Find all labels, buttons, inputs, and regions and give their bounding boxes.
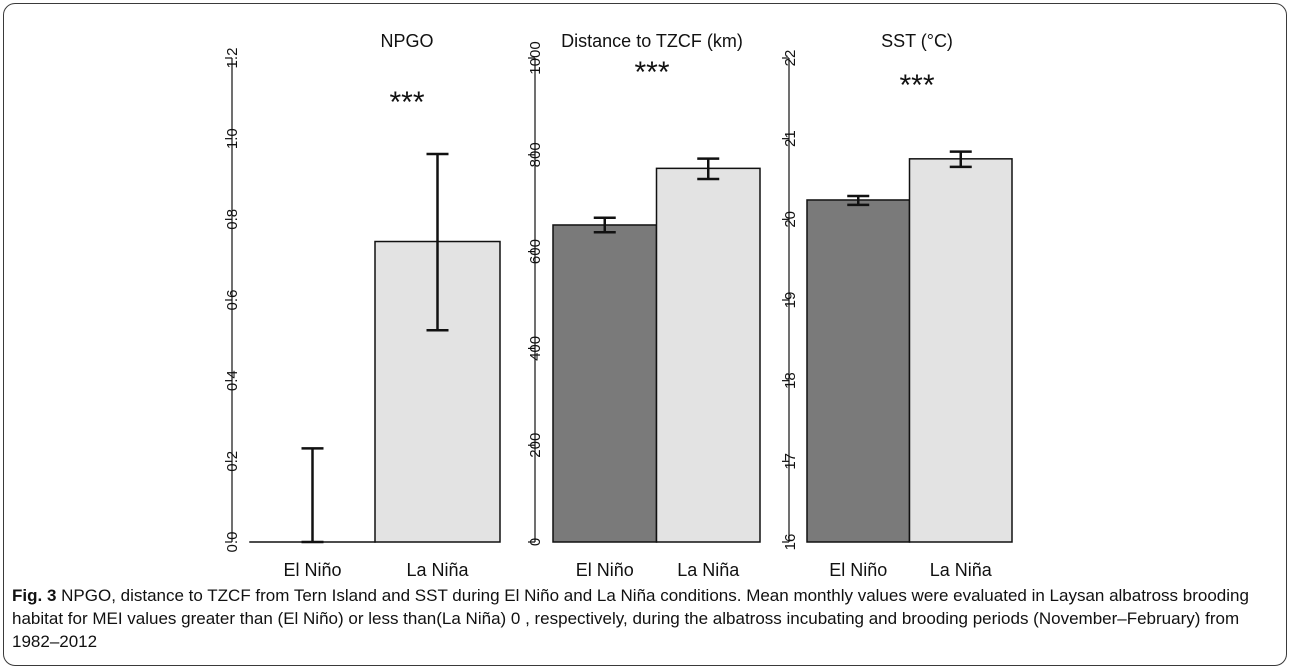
- panel2-y-tick-label-0: 0: [527, 538, 544, 546]
- panel2-significance-stars: ***: [634, 56, 669, 89]
- panel1-y-tick-label-4: 0.8: [224, 209, 241, 230]
- panel1-y-tick-label-6: 1.2: [224, 48, 241, 69]
- panel3-bar-1: [806, 199, 911, 543]
- panel3-y-tick-label-6: 22: [782, 50, 799, 67]
- figure-caption: Fig. 3 NPGO, distance to TZCF from Tern …: [12, 584, 1280, 653]
- panel1-y-tick-label-2: 0.4: [224, 370, 241, 391]
- panel1-title: NPGO: [380, 31, 433, 51]
- panel3-y-tick-label-1: 17: [782, 453, 799, 470]
- panel3-y-tick-label-3: 19: [782, 292, 799, 309]
- panel3-y-tick-label-2: 18: [782, 372, 799, 389]
- figure-panels: NPGO *** 0.0 0.2 0.4 0.6 0.8 1.0 1.2 El Niño La Ni…: [224, 31, 1013, 580]
- panel2-y-tick-label-3: 600: [527, 239, 544, 264]
- panel1-category-label-2: La Niña: [406, 560, 469, 580]
- panel2-y-tick-label-4: 800: [527, 142, 544, 167]
- panel2-y-tick-label-1: 200: [527, 433, 544, 458]
- panel1-y-tick-label-0: 0.0: [224, 532, 241, 553]
- panel3-category-label-1: El Niño: [829, 560, 887, 580]
- caption-text: NPGO, distance to TZCF from Tern Island …: [12, 586, 1249, 651]
- panel3-y-tick-label-4: 20: [782, 211, 799, 228]
- panel2-category-label-1: El Niño: [576, 560, 634, 580]
- panel2-y-tick-label-5: 1000: [527, 41, 544, 74]
- figure-label: Fig. 3: [12, 586, 57, 605]
- panel1-significance-stars: ***: [389, 86, 424, 119]
- figure-frame: [3, 3, 1287, 666]
- panel3-y-tick-label-5: 21: [782, 130, 799, 147]
- panel3-category-label-2: La Niña: [930, 560, 993, 580]
- panel3-y-tick-label-0: 16: [782, 534, 799, 551]
- panel3-title: SST (°C): [881, 31, 953, 51]
- panel2-title: Distance to TZCF (km): [561, 31, 743, 51]
- panel1-category-label-1: El Niño: [283, 560, 341, 580]
- panel2-y-tick-label-2: 400: [527, 336, 544, 361]
- panel2-bar-2: [655, 167, 761, 543]
- panel3-bar-2: [908, 158, 1013, 543]
- panel3-significance-stars: ***: [899, 69, 934, 102]
- panel1-y-tick-label-3: 0.6: [224, 290, 241, 311]
- panel2-bar-1: [552, 224, 658, 543]
- panel1-y-tick-label-1: 0.2: [224, 451, 241, 472]
- panel2-category-label-2: La Niña: [677, 560, 740, 580]
- panel1-y-tick-label-5: 1.0: [224, 128, 241, 149]
